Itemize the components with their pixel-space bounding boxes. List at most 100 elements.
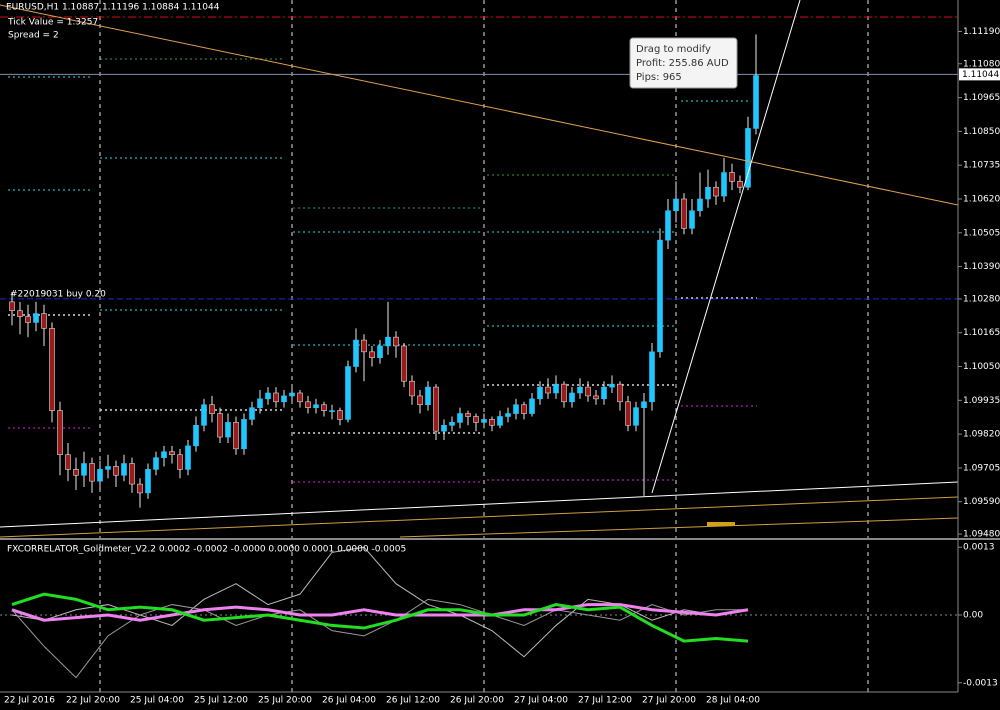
candle-body — [385, 336, 391, 347]
candle-body — [65, 454, 71, 470]
candle-body — [577, 386, 583, 394]
candle-body — [241, 419, 247, 450]
y-tick-label: 1.10280 — [963, 294, 1000, 304]
tooltip-box — [629, 37, 738, 89]
y-tick-label: 1.09705 — [963, 463, 1000, 473]
candle-body — [449, 422, 455, 426]
candle-body — [649, 351, 655, 403]
y-tick-label: 1.10165 — [963, 328, 1000, 338]
candle-body — [537, 386, 543, 400]
x-tick-label: 25 Jul 04:00 — [130, 696, 184, 706]
candle-body — [273, 392, 279, 403]
candle-body — [177, 454, 183, 470]
candle-body — [689, 210, 695, 229]
candle-body — [89, 463, 95, 482]
x-tick-label: 28 Jul 04:00 — [706, 696, 760, 706]
candle-body — [553, 383, 559, 394]
y-tick-label: 1.10965 — [963, 93, 1000, 103]
candle-body — [729, 172, 735, 182]
tooltip-profit: Profit: 255.86 AUD — [636, 58, 729, 69]
indicator-label: FXCORRELATOR_Goldmeter_V2.2 0.0002 -0.00… — [7, 545, 406, 555]
candle-body — [481, 419, 487, 423]
bid-label: 1.11044 — [962, 70, 999, 80]
y-tick-label: -0.0013 — [963, 678, 998, 688]
x-tick-label: 22 Jul 20:00 — [66, 696, 120, 706]
candle-body — [417, 395, 423, 406]
candle-body — [137, 483, 143, 494]
spread: Spread = 2 — [8, 31, 59, 41]
y-tick-label: 1.11190 — [963, 27, 1000, 37]
candle-body — [521, 404, 527, 414]
candle-body — [409, 380, 415, 397]
candle-body — [57, 410, 63, 456]
trend-lines — [0, 0, 959, 538]
candle-body — [17, 310, 23, 317]
candle-body — [121, 463, 127, 476]
candle-body — [281, 395, 287, 403]
candles — [9, 34, 759, 508]
candle-body — [153, 457, 159, 470]
candle-body — [233, 422, 239, 450]
y-tick-label: 1.10620 — [963, 194, 1000, 204]
trend-line — [651, 0, 801, 494]
candle-body — [209, 404, 215, 414]
x-tick-label: 25 Jul 12:00 — [194, 696, 248, 706]
candle-body — [625, 401, 631, 426]
x-tick-label: 27 Jul 12:00 — [578, 696, 632, 706]
x-tick-label: 25 Jul 20:00 — [258, 696, 312, 706]
symbol-line: EURUSD,H1 1.10887 1.11196 1.10884 1.1104… — [6, 3, 220, 13]
trend-line — [0, 4, 959, 206]
candle-body — [337, 410, 343, 420]
candle-body — [129, 463, 135, 485]
candle-body — [545, 386, 551, 394]
y-tick-label: 1.11080 — [963, 59, 1000, 69]
y-tick-label: 1.09935 — [963, 396, 1000, 406]
marker — [707, 522, 735, 526]
candle-body — [425, 386, 431, 406]
candle-body — [345, 366, 351, 420]
candle-body — [617, 383, 623, 403]
trend-line — [399, 517, 959, 538]
trade-levels — [0, 16, 958, 300]
candle-body — [641, 401, 647, 408]
x-tick-label: 27 Jul 20:00 — [642, 696, 696, 706]
candle-body — [81, 463, 87, 476]
candle-body — [569, 392, 575, 403]
candle-body — [737, 181, 743, 188]
candle-body — [697, 198, 703, 212]
candle-body — [609, 383, 615, 388]
candle-body — [457, 413, 463, 423]
candle-body — [73, 469, 79, 476]
candle-body — [441, 425, 447, 432]
candle-body — [201, 404, 207, 426]
candle-body — [633, 407, 639, 426]
candle-body — [561, 383, 567, 403]
candle-body — [257, 398, 263, 408]
candle-body — [465, 413, 471, 417]
candle-body — [393, 336, 399, 347]
candle-body — [681, 198, 687, 229]
y-tick-label: 0.0013 — [963, 543, 995, 553]
indicator-panel: 0.0013 0.00 -0.0013 — [0, 543, 998, 688]
candle-body — [169, 451, 175, 456]
candle-body — [41, 313, 47, 329]
grid — [99, 0, 869, 692]
candle-body — [25, 316, 31, 323]
candle-body — [353, 339, 359, 367]
candle-body — [313, 404, 319, 408]
tick-value: Tick Value = 1.3257 — [7, 18, 98, 28]
candle-body — [657, 239, 663, 353]
candle-body — [665, 210, 671, 241]
candle-body — [433, 386, 439, 432]
tooltip-title: Drag to modify — [636, 44, 711, 55]
candle-body — [97, 469, 103, 482]
y-tick-label: 1.10735 — [963, 161, 1000, 171]
y-tick-label: 1.10050 — [963, 362, 1000, 372]
candle-body — [745, 128, 751, 188]
candle-body — [297, 392, 303, 403]
candle-body — [225, 422, 231, 438]
candle-body — [713, 186, 719, 197]
x-tick-label: 27 Jul 04:00 — [514, 696, 568, 706]
